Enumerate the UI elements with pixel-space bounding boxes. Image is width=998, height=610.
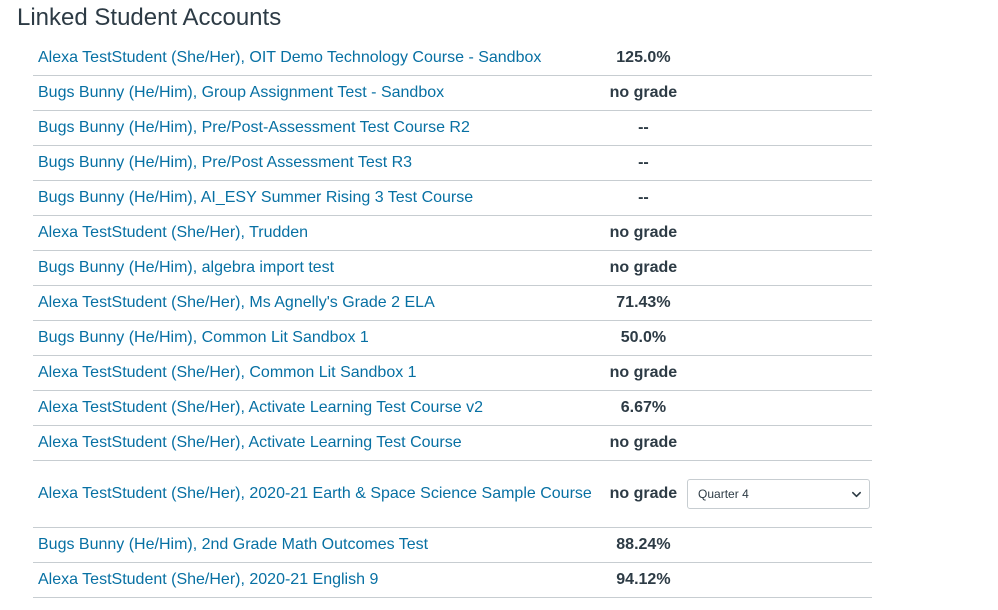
course-grade: no grade (609, 259, 678, 276)
table-row: Bugs Bunny (He/Him), algebra import test… (33, 251, 872, 286)
table-row: Bugs Bunny (He/Him), Pre/Post Assessment… (33, 146, 872, 181)
course-link[interactable]: Bugs Bunny (He/Him), Pre/Post Assessment… (38, 154, 413, 171)
course-link[interactable]: Alexa TestStudent (She/Her), 2020-21 Eng… (38, 571, 379, 588)
table-row: Alexa TestStudent (She/Her), Ms Agnelly'… (33, 286, 872, 321)
table-row: Alexa TestStudent (She/Her), OIT Demo Te… (33, 41, 872, 76)
course-grade: 50.0% (620, 329, 667, 346)
course-link[interactable]: Alexa TestStudent (She/Her), Activate Le… (38, 434, 462, 451)
course-link[interactable]: Alexa TestStudent (She/Her), 2020-21 Ear… (38, 485, 592, 502)
page-title: Linked Student Accounts (17, 4, 282, 31)
table-row: Alexa TestStudent (She/Her), Activate Le… (33, 391, 872, 426)
table-row: Alexa TestStudent (She/Her), Activate Le… (33, 426, 872, 461)
course-link[interactable]: Bugs Bunny (He/Him), 2nd Grade Math Outc… (38, 536, 429, 553)
course-grade: 94.12% (616, 571, 671, 588)
course-grade: no grade (609, 224, 678, 241)
course-grade: 6.67% (620, 399, 667, 416)
course-link[interactable]: Bugs Bunny (He/Him), Common Lit Sandbox … (38, 329, 369, 346)
course-grade: no grade (609, 434, 678, 451)
course-link[interactable]: Bugs Bunny (He/Him), algebra import test (38, 259, 335, 276)
course-link[interactable]: Alexa TestStudent (She/Her), Ms Agnelly'… (38, 294, 435, 311)
course-grade: -- (638, 119, 649, 136)
course-grade: 88.24% (616, 536, 671, 553)
course-link[interactable]: Alexa TestStudent (She/Her), Trudden (38, 224, 309, 241)
table-row: Bugs Bunny (He/Him), Pre/Post-Assessment… (33, 111, 872, 146)
course-link[interactable]: Alexa TestStudent (She/Her), OIT Demo Te… (38, 49, 542, 66)
course-link[interactable]: Bugs Bunny (He/Him), Group Assignment Te… (38, 84, 445, 101)
course-grade: 125.0% (616, 49, 671, 66)
table-row: Bugs Bunny (He/Him), 2nd Grade Math Outc… (33, 528, 872, 563)
table-row: Bugs Bunny (He/Him), Common Lit Sandbox … (33, 321, 872, 356)
table-row: Alexa TestStudent (She/Her), 2020-21 Ear… (33, 461, 872, 528)
table-row: Bugs Bunny (He/Him), Group Assignment Te… (33, 76, 872, 111)
table-row: Bugs Bunny (He/Him), AI_ESY Summer Risin… (33, 181, 872, 216)
grading-period-value: Quarter 4 (698, 487, 749, 501)
linked-accounts-table: Alexa TestStudent (She/Her), OIT Demo Te… (33, 41, 872, 598)
grading-period-select[interactable]: Quarter 4 (687, 479, 871, 509)
table-row: Alexa TestStudent (She/Her), Common Lit … (33, 356, 872, 391)
course-grade: no grade (609, 485, 678, 502)
course-grade: no grade (609, 364, 678, 381)
chevron-down-icon (852, 491, 862, 498)
course-link[interactable]: Bugs Bunny (He/Him), AI_ESY Summer Risin… (38, 189, 474, 206)
table-row: Alexa TestStudent (She/Her), Trudden no … (33, 216, 872, 251)
course-grade: 71.43% (616, 294, 671, 311)
course-link[interactable]: Alexa TestStudent (She/Her), Activate Le… (38, 399, 483, 416)
course-link[interactable]: Alexa TestStudent (She/Her), Common Lit … (38, 364, 417, 381)
course-grade: -- (638, 189, 649, 206)
course-grade: -- (638, 154, 649, 171)
course-link[interactable]: Bugs Bunny (He/Him), Pre/Post-Assessment… (38, 119, 470, 136)
table-row: Alexa TestStudent (She/Her), 2020-21 Eng… (33, 563, 872, 598)
course-grade: no grade (609, 84, 678, 101)
